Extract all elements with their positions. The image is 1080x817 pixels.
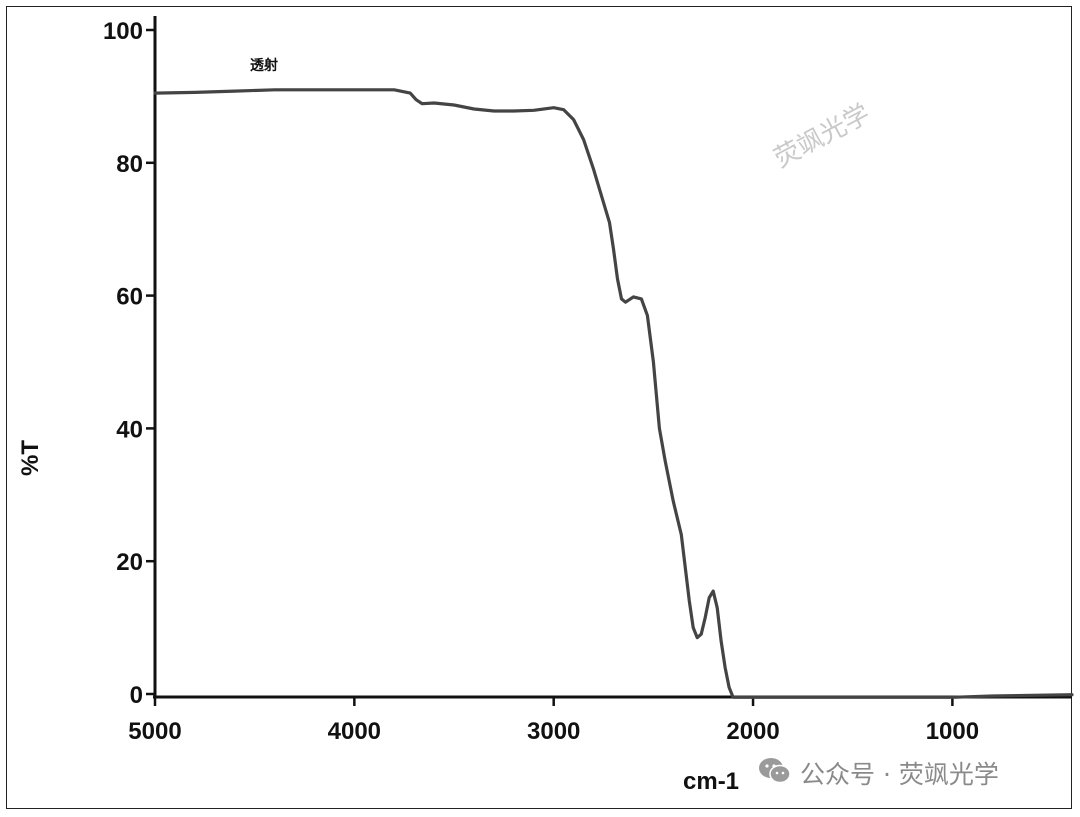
series-line (153, 88, 1074, 699)
annotation-label: 透射 (250, 57, 278, 74)
wechat-icon (758, 758, 792, 788)
y-tick-label: 20 (116, 549, 143, 576)
x-tick-label: 5000 (128, 718, 181, 745)
y-axis-title: %T (17, 440, 44, 476)
x-tick-label: 2000 (726, 718, 779, 745)
figure-frame (6, 6, 1072, 809)
x-tick-label: 1000 (926, 718, 979, 745)
ticks: 0 20 40 60 80 100 5000 4000 3000 2000 1000 (103, 18, 979, 745)
footer-watermark-text: 公众号 · 荧飒光学 (800, 760, 999, 789)
y-tick-label: 0 (130, 682, 143, 709)
y-tick-label: 80 (116, 151, 143, 178)
y-tick-label: 100 (103, 18, 143, 45)
y-tick-label: 60 (116, 284, 143, 311)
y-tick-label: 40 (116, 416, 143, 443)
x-axis-title: cm-1 (683, 768, 739, 795)
footer-watermark: 公众号 · 荧飒光学 (758, 756, 999, 790)
x-tick-label: 3000 (527, 718, 580, 745)
plot-watermark: 荧飒光学 (769, 99, 875, 174)
axes (153, 16, 1072, 699)
x-tick-label: 4000 (328, 718, 381, 745)
